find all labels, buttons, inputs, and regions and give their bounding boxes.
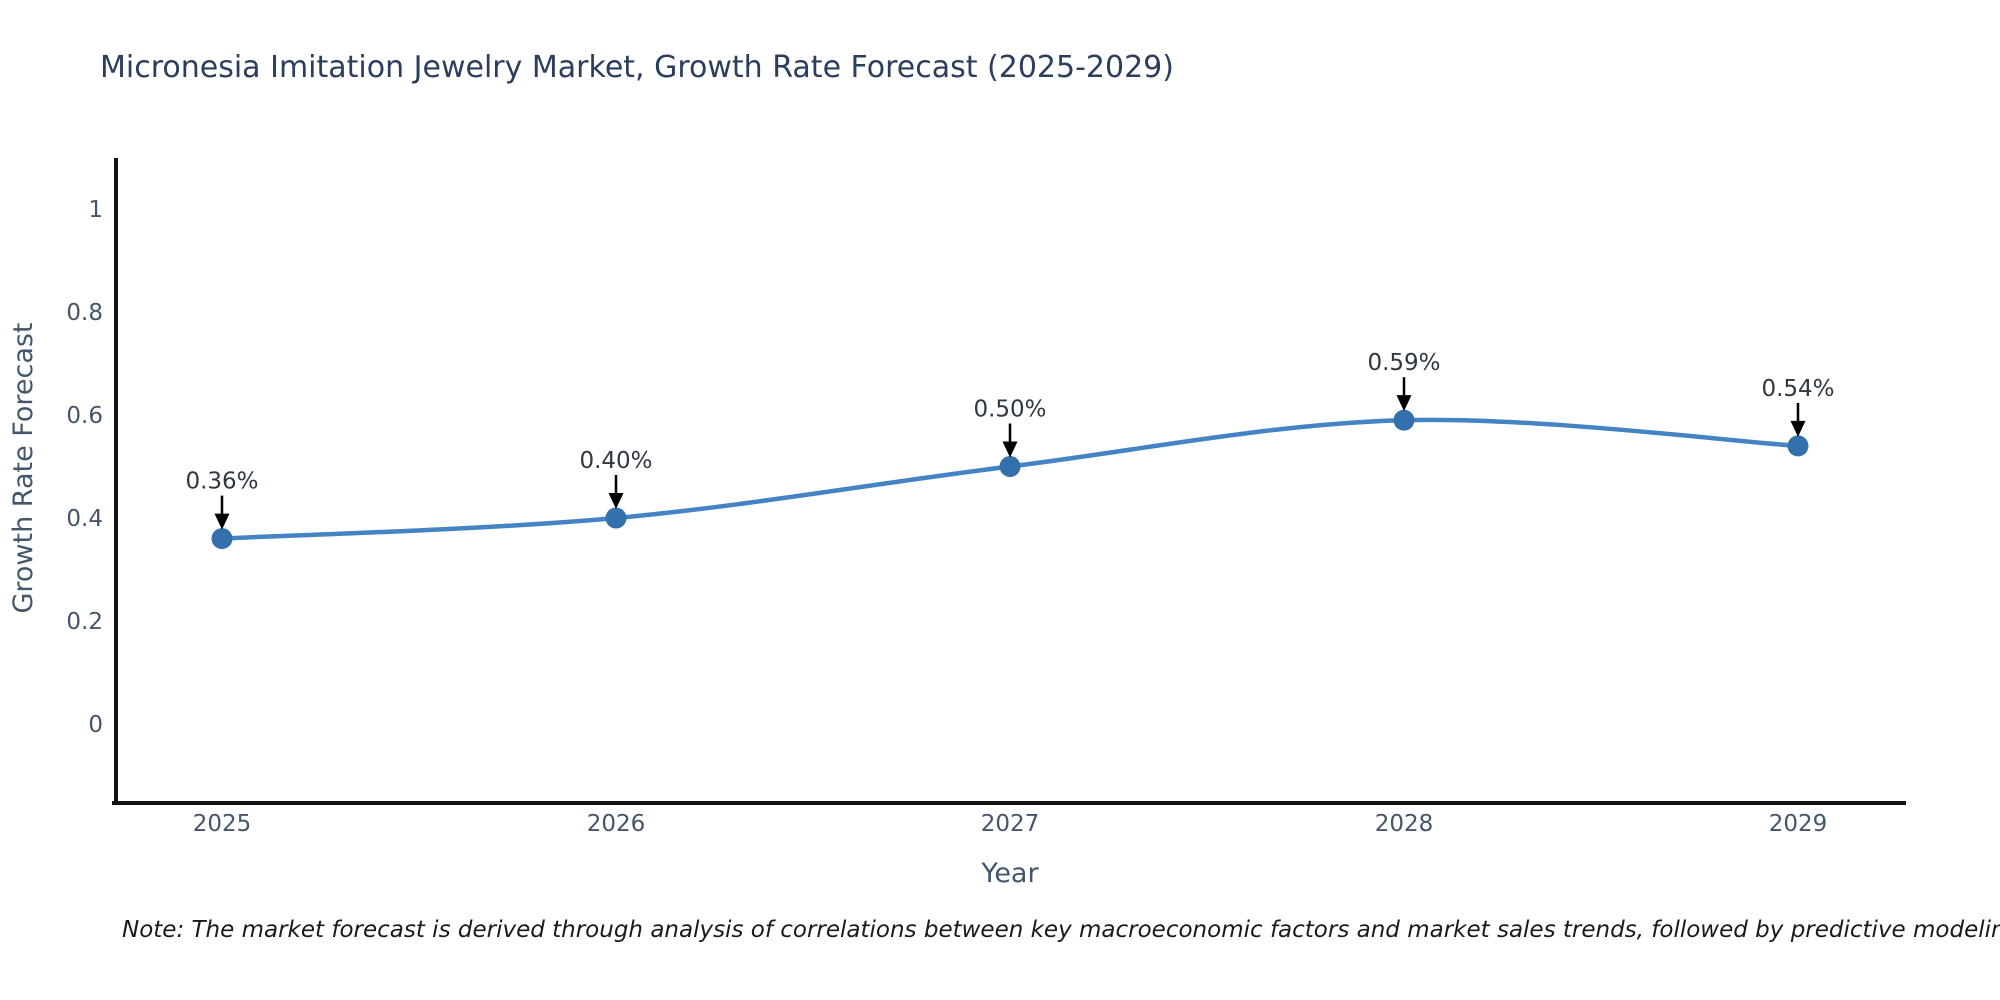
series-growth-rate	[211, 409, 1809, 550]
x-tick-label: 2026	[587, 811, 646, 837]
y-tick-label: 1	[88, 197, 103, 223]
point-value-label: 0.36%	[185, 469, 258, 495]
point-value-label: 0.50%	[973, 397, 1046, 423]
y-tick-label: 0	[88, 712, 103, 738]
x-tick-label: 2027	[981, 811, 1040, 837]
x-tick-label: 2029	[1769, 811, 1828, 837]
point-annotations: 0.36% 0.40% 0.50% 0.59% 0.54%	[185, 350, 1835, 530]
y-axis-title: Growth Rate Forecast	[8, 322, 39, 613]
x-axis-title: Year	[980, 858, 1039, 889]
annotation-arrowhead-icon	[608, 493, 624, 509]
data-point-marker	[1787, 435, 1809, 457]
y-tick-label: 0.4	[66, 506, 103, 532]
annotation-arrowhead-icon	[1002, 441, 1018, 458]
chart-footnote: Note: The market forecast is derived thr…	[122, 917, 2000, 943]
annotation-arrowhead-icon	[214, 513, 230, 530]
y-tick-label: 0.6	[66, 403, 103, 429]
y-tick-label: 0.8	[66, 300, 103, 326]
data-point-marker	[1393, 409, 1415, 431]
data-point-marker	[211, 528, 233, 550]
x-tick-label: 2028	[1375, 811, 1434, 837]
x-axis-ticks: 2025 2026 2027 2028 2029	[193, 811, 1828, 837]
data-point-marker	[605, 507, 627, 529]
data-point-marker	[999, 456, 1021, 477]
y-tick-label: 0.2	[66, 609, 103, 635]
x-tick-label: 2025	[193, 811, 252, 837]
point-value-label: 0.59%	[1367, 350, 1440, 376]
y-axis-ticks: 0 0.2 0.4 0.6 0.8 1	[66, 197, 103, 738]
point-value-label: 0.54%	[1761, 376, 1834, 402]
annotation-arrowhead-icon	[1396, 395, 1412, 412]
point-value-label: 0.40%	[579, 448, 652, 474]
chart-title: Micronesia Imitation Jewelry Market, Gro…	[100, 50, 1174, 85]
annotation-arrowhead-icon	[1790, 420, 1806, 437]
